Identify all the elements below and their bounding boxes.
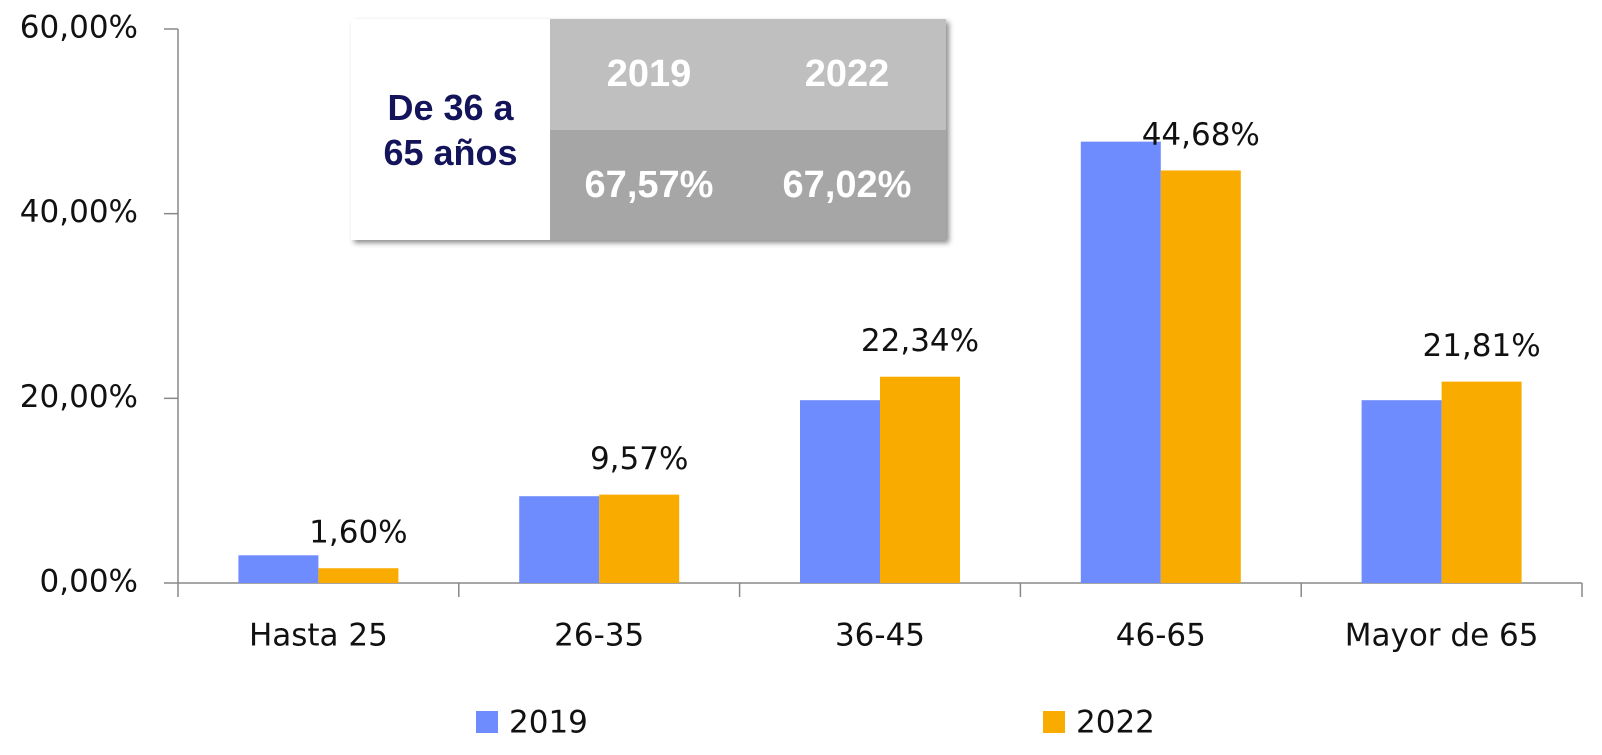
bar (1080, 141, 1161, 583)
value-label: 1,60% (309, 515, 407, 551)
table-cell: 67,02% (748, 130, 946, 240)
legend-label: 2022 (1076, 705, 1155, 741)
value-label: 9,57% (590, 441, 688, 477)
row-label: De 36 a 65 años (351, 19, 550, 240)
bar (318, 568, 399, 583)
x-tick-label: Hasta 25 (249, 618, 388, 654)
x-tick-label: 36-45 (835, 618, 925, 654)
bar (1160, 170, 1241, 584)
bar (1441, 381, 1522, 583)
table-cell: 67,57% (550, 130, 748, 240)
column-header: 2019 (550, 19, 748, 130)
legend-swatch (1043, 711, 1065, 733)
value-label: 21,81% (1422, 328, 1540, 364)
value-label: 22,34% (861, 323, 979, 359)
y-tick-label: 60,00% (20, 10, 138, 46)
column-header: 2022 (748, 19, 946, 130)
legend-swatch (476, 711, 498, 733)
legend-label: 2019 (509, 705, 588, 741)
x-tick-label: Mayor de 65 (1345, 618, 1539, 654)
y-tick-label: 20,00% (20, 379, 138, 415)
bar (599, 494, 680, 583)
bar (800, 400, 880, 583)
x-tick-label: 46-65 (1116, 618, 1206, 654)
bar (880, 376, 960, 583)
bar (238, 555, 319, 583)
bar (1361, 400, 1442, 583)
bar (519, 496, 600, 583)
value-label: 44,68% (1142, 117, 1260, 153)
y-tick-label: 0,00% (40, 564, 138, 600)
inset-table: De 36 a 65 años 2019 2022 67,57% 67,02% (351, 19, 946, 240)
x-tick-label: 26-35 (554, 618, 644, 654)
y-tick-label: 40,00% (20, 194, 138, 230)
